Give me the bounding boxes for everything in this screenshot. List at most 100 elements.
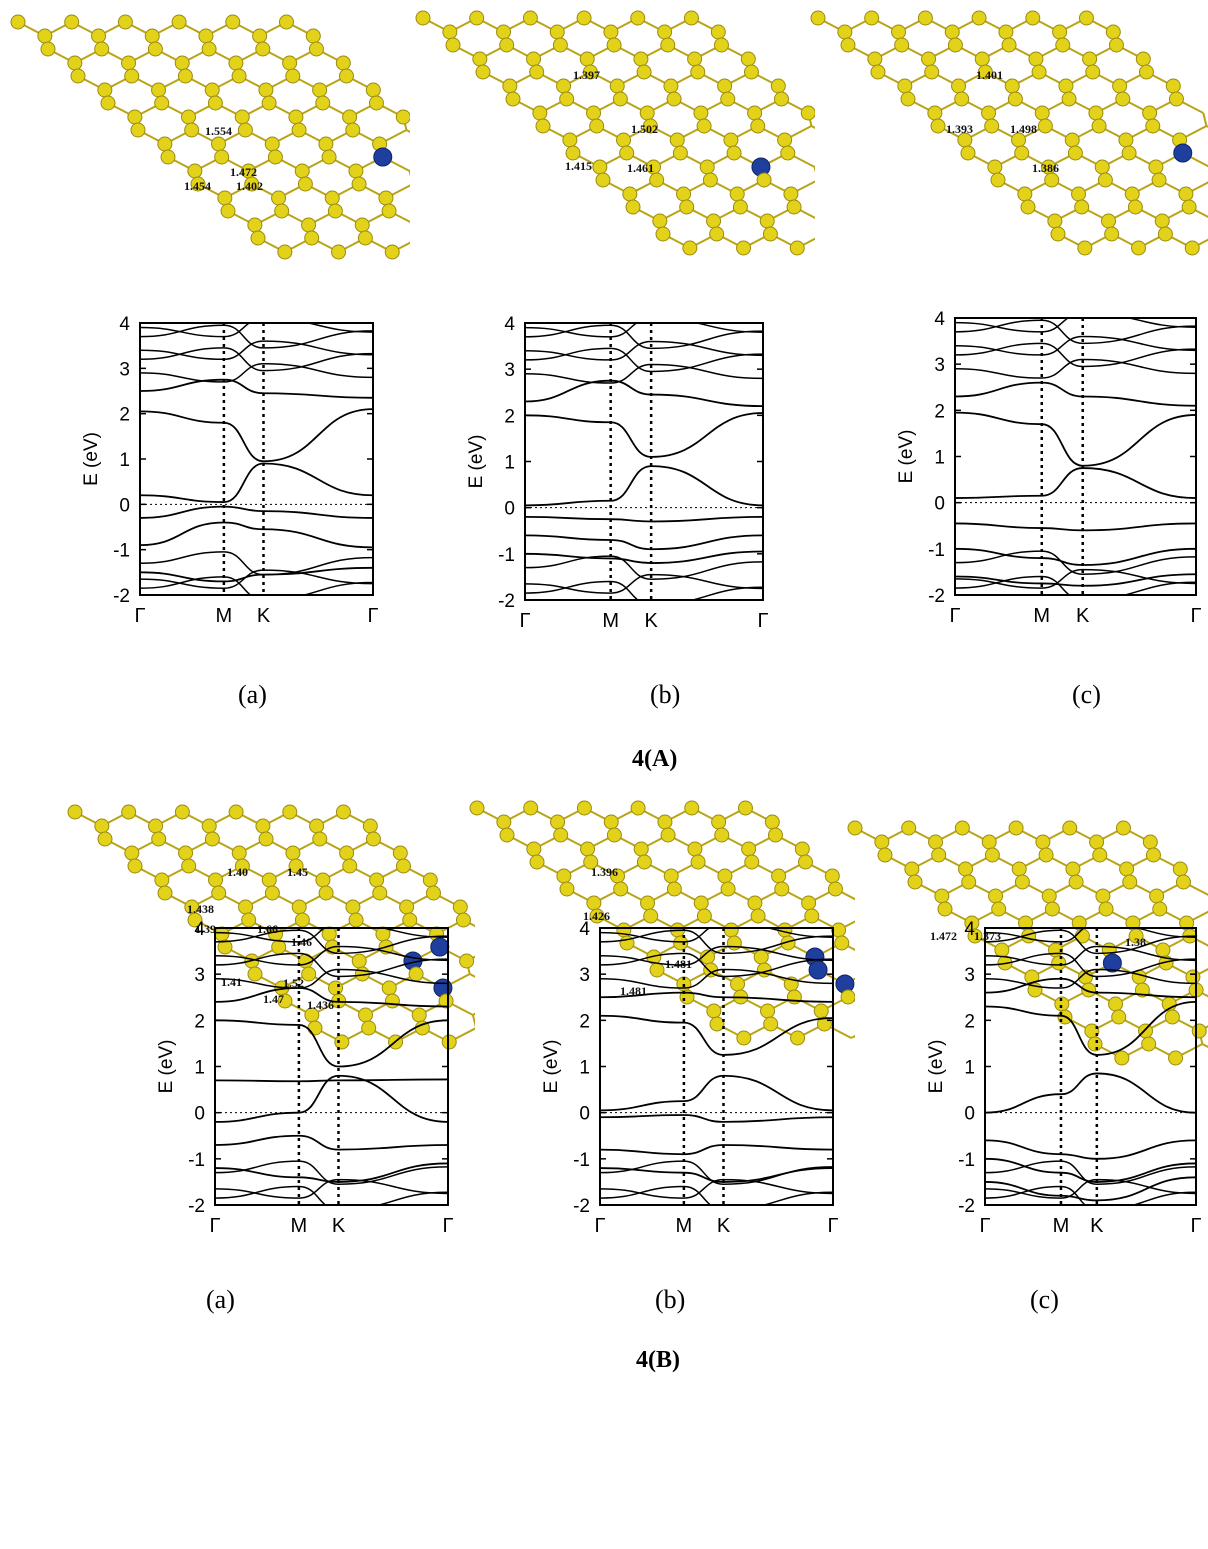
carbon-atom	[687, 51, 703, 67]
carbon-atom	[1115, 820, 1131, 836]
y-tick-label: 4	[934, 309, 945, 330]
carbon-atom	[556, 868, 572, 884]
carbon-atom	[190, 176, 206, 192]
k-point-label: Γ	[594, 1215, 605, 1237]
y-tick-label: 4	[964, 919, 975, 940]
carbon-atom	[954, 820, 970, 836]
carbon-atom	[801, 895, 817, 911]
k-point-label: Γ	[442, 1215, 453, 1237]
carbon-atom	[549, 24, 565, 40]
carbon-atom	[124, 68, 140, 84]
carbon-atom	[800, 105, 815, 121]
band-line	[955, 319, 1196, 345]
carbon-atom	[1061, 91, 1077, 107]
carbon-atom	[499, 37, 515, 53]
bond-length-label: 1.386	[1032, 161, 1059, 175]
carbon-atom	[1149, 888, 1165, 904]
k-point-label: K	[1090, 1215, 1104, 1237]
carbon-atom	[496, 24, 512, 40]
plot-frame	[214, 927, 449, 1206]
band-line	[525, 550, 763, 564]
y-tick-label: 2	[119, 405, 130, 426]
carbon-atom	[157, 885, 173, 901]
carbon-atom	[1111, 1009, 1127, 1025]
carbon-atom	[1145, 847, 1161, 863]
carbon-atom	[744, 854, 760, 870]
carbon-atom	[1008, 820, 1024, 836]
carbon-atom	[455, 912, 471, 928]
y-tick-label: 2	[194, 1011, 205, 1032]
carbon-atom	[847, 820, 863, 836]
carbon-atom	[395, 109, 410, 125]
carbon-atom	[927, 105, 943, 121]
carbon-atom	[1055, 37, 1071, 53]
carbon-atom	[904, 861, 920, 877]
carbon-atom	[711, 814, 727, 830]
band-line	[215, 1134, 448, 1151]
carbon-atom	[714, 827, 730, 843]
carbon-atom	[127, 858, 143, 874]
carbon-atom	[713, 37, 729, 53]
carbon-atom	[622, 186, 638, 202]
bond-length-label: 1.40	[227, 865, 248, 879]
carbon-atom	[499, 827, 515, 843]
carbon-atom	[1118, 132, 1134, 148]
carbon-atom	[151, 831, 167, 847]
bond-length-label: 1.481	[665, 957, 692, 971]
carbon-atom	[1089, 834, 1105, 850]
carbon-atom	[277, 993, 293, 1009]
carbon-atom	[339, 845, 355, 861]
carbon-atom	[894, 37, 910, 53]
carbon-atom	[991, 901, 1007, 917]
band-line	[985, 952, 1196, 978]
carbon-atom	[1071, 186, 1087, 202]
carbon-atom	[327, 203, 343, 219]
bond-length-label: 1.472	[230, 165, 257, 179]
carbon-atom	[720, 91, 736, 107]
carbon-atom	[763, 1016, 779, 1032]
band-line	[600, 1144, 833, 1156]
carbon-atom	[690, 854, 706, 870]
carbon-atom	[663, 78, 679, 94]
carbon-atom	[124, 845, 140, 861]
y-tick-label: 2	[964, 1011, 975, 1032]
carbon-atom	[1148, 159, 1164, 175]
bond-length-label: 1.396	[591, 865, 618, 879]
sub-label-B-c: (c)	[1030, 1285, 1059, 1314]
band-line	[955, 411, 1196, 467]
carbon-atom	[220, 203, 236, 219]
y-tick-label: 1	[964, 1058, 975, 1079]
carbon-atom	[579, 51, 595, 67]
carbon-atom	[1142, 105, 1158, 121]
carbon-atom	[840, 989, 855, 1005]
band-line	[985, 1139, 1196, 1160]
carbon-atom	[696, 908, 712, 924]
band-line	[525, 347, 763, 373]
carbon-atom	[1141, 1036, 1157, 1052]
carbon-atom	[67, 55, 83, 71]
carbon-atom	[606, 37, 622, 53]
carbon-atom	[100, 95, 116, 111]
carbon-atom	[741, 841, 757, 857]
carbon-atom	[693, 895, 709, 911]
k-point-label: M	[1033, 605, 1050, 627]
carbon-atom	[1154, 213, 1170, 229]
carbon-atom	[1092, 847, 1108, 863]
carbon-atom	[345, 122, 361, 138]
carbon-atom	[1122, 874, 1138, 890]
group-label-A: 4(A)	[632, 746, 678, 772]
plot-frame	[984, 927, 1197, 1206]
y-tick-label: 0	[119, 495, 130, 516]
k-point-label: M	[216, 605, 233, 627]
carbon-atom	[834, 935, 850, 951]
carbon-atom	[422, 872, 438, 888]
carbon-atom	[472, 51, 488, 67]
carbon-atom	[740, 51, 756, 67]
carbon-atom	[1164, 1009, 1180, 1025]
band-line	[600, 1185, 833, 1205]
band-line	[140, 378, 373, 399]
carbon-atom	[304, 230, 320, 246]
k-point-label: K	[257, 605, 271, 627]
